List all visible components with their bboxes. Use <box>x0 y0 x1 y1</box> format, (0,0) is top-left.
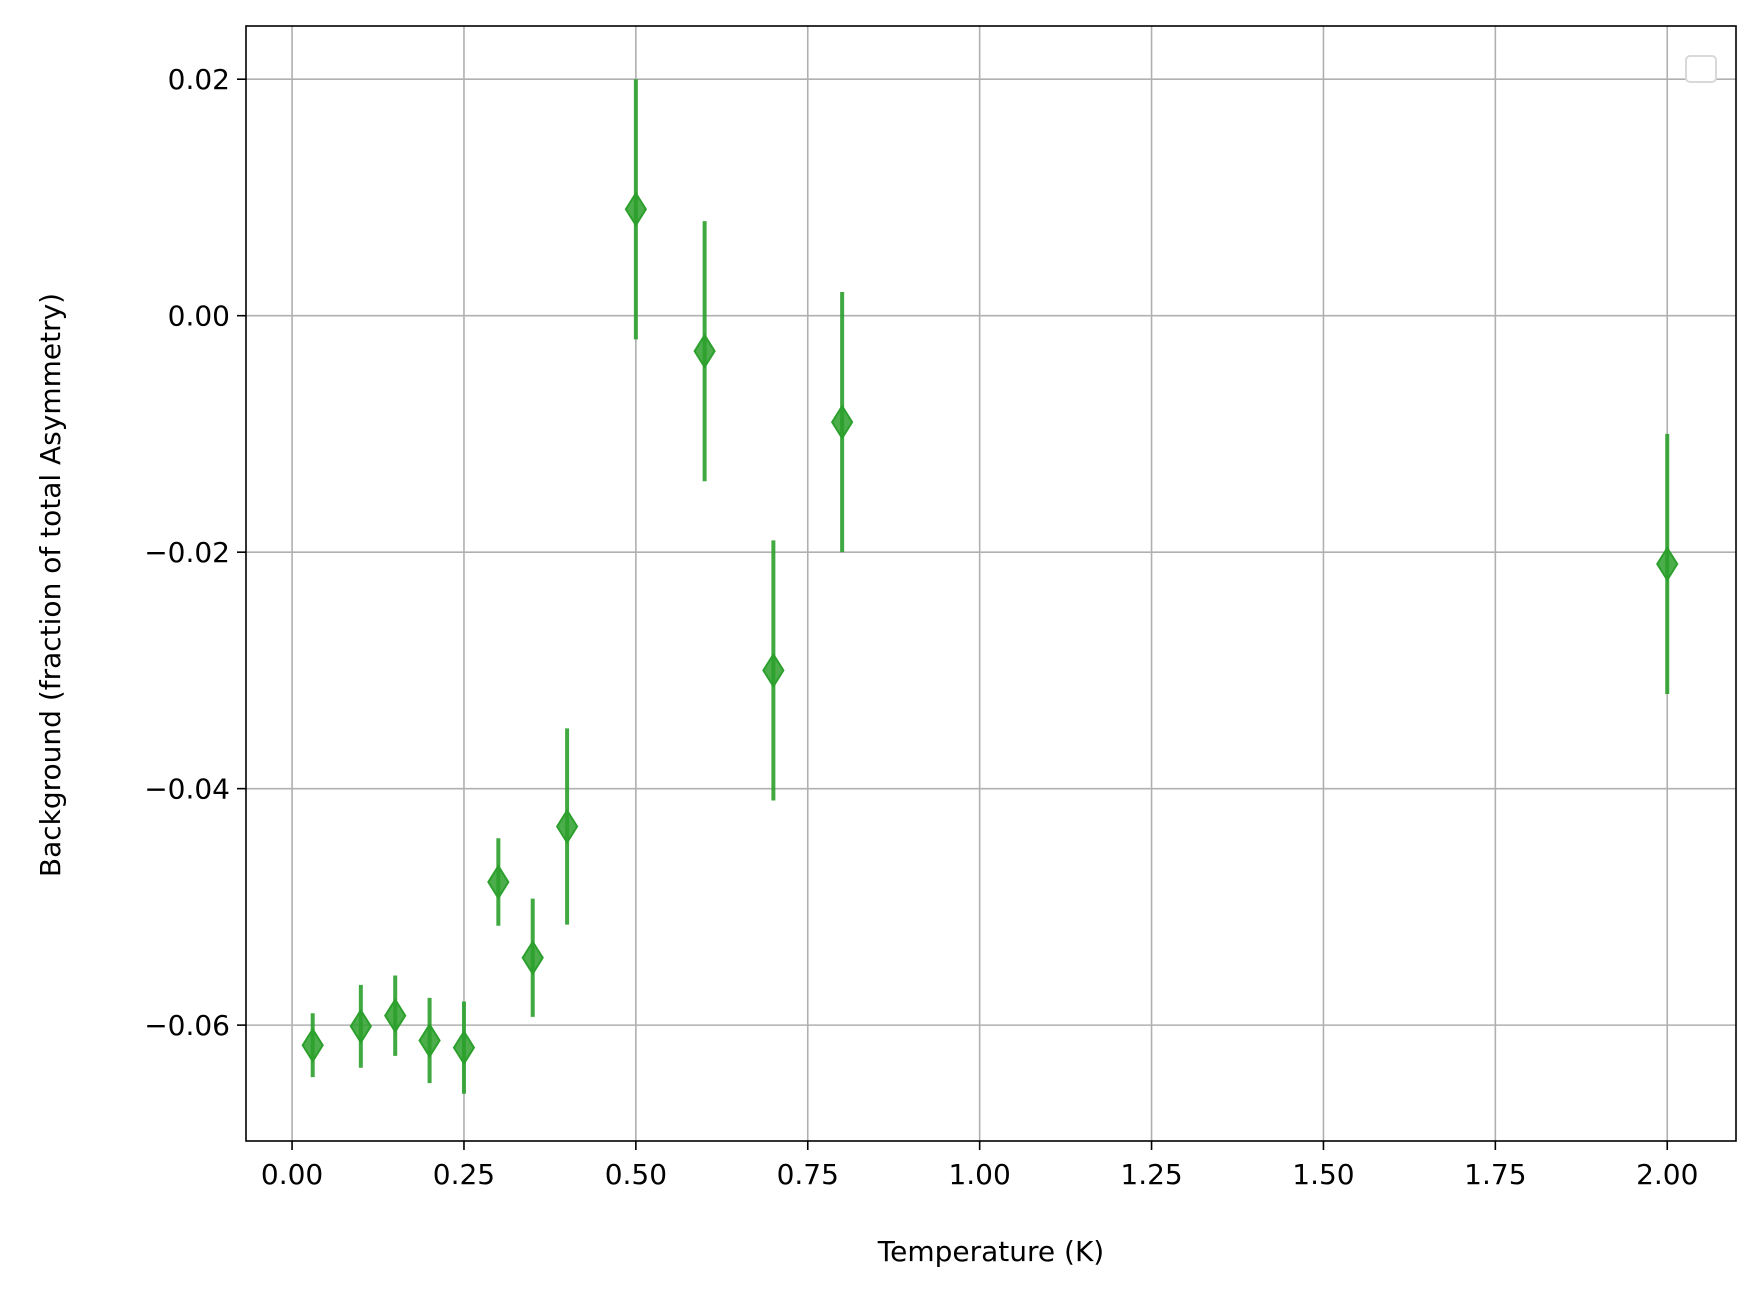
y-tick-label: 0.02 <box>168 63 230 96</box>
x-tick-label: 1.50 <box>1292 1158 1354 1191</box>
plot-area <box>301 79 1679 1094</box>
y-axis: −0.06 −0.04 −0.02 0.00 0.02 <box>144 63 246 1042</box>
data-point <box>349 1008 373 1045</box>
x-axis: 0.00 0.25 0.50 0.75 1.00 1.25 1.50 1.75 2.00 <box>261 1141 1698 1191</box>
data-point <box>384 997 407 1034</box>
data-point <box>555 808 579 845</box>
x-tick-label: 0.50 <box>605 1158 667 1191</box>
data-point <box>487 864 510 900</box>
data-point <box>521 939 544 976</box>
data-point <box>624 191 648 228</box>
data-point <box>1656 546 1679 582</box>
data-point <box>762 652 785 689</box>
x-tick-label: 2.00 <box>1636 1158 1698 1191</box>
data-point <box>830 404 854 440</box>
data-point <box>301 1027 324 1064</box>
x-tick-label: 1.00 <box>948 1158 1010 1191</box>
x-tick-label: 1.25 <box>1120 1158 1182 1191</box>
grid <box>246 26 1736 1141</box>
axes-frame <box>245 25 1737 1142</box>
x-tick-label: 1.75 <box>1464 1158 1526 1191</box>
x-tick-label: 0.00 <box>261 1158 323 1191</box>
data-point <box>693 333 716 370</box>
data-point <box>418 1022 441 1059</box>
y-tick-label: −0.06 <box>144 1009 230 1042</box>
y-axis-label: Background (fraction of total Asymmetry) <box>34 293 67 877</box>
y-tick-label: −0.02 <box>144 536 230 569</box>
x-tick-label: 0.25 <box>433 1158 495 1191</box>
data-point <box>452 1029 476 1066</box>
x-tick-label: 0.75 <box>777 1158 839 1191</box>
y-tick-label: −0.04 <box>144 773 230 806</box>
x-axis-label: Temperature (K) <box>877 1235 1104 1268</box>
y-tick-label: 0.00 <box>168 300 230 333</box>
legend-box <box>1685 55 1717 83</box>
